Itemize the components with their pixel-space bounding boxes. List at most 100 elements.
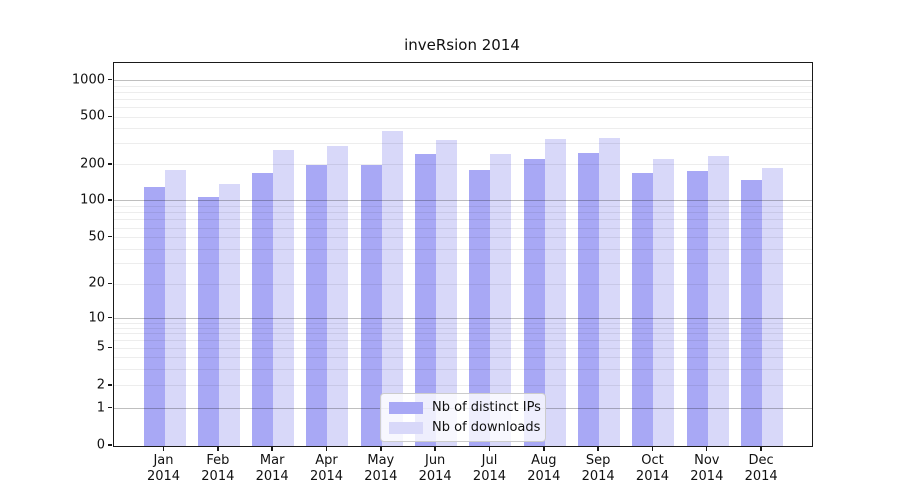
x-tick-label: Sep 2014 <box>581 453 615 484</box>
x-tick-label: Apr 2014 <box>309 453 344 484</box>
x-tick-label: Nov 2014 <box>690 453 724 484</box>
x-tick-label: Oct 2014 <box>635 453 670 484</box>
y-tick-mark <box>108 316 112 319</box>
y-tick-mark <box>108 163 112 165</box>
x-tick-label: Dec 2014 <box>744 453 778 484</box>
x-tick-mark <box>162 446 165 451</box>
gridline-minor <box>114 356 812 358</box>
y-tick-mark <box>108 444 112 446</box>
legend: Nb of distinct IPs Nb of downloads <box>380 393 546 442</box>
bar <box>544 138 566 446</box>
bar <box>686 170 708 446</box>
gridline-minor <box>114 368 812 370</box>
gridline-minor <box>114 143 812 145</box>
legend-swatch <box>389 401 423 414</box>
bar <box>360 165 382 446</box>
bar <box>218 184 240 446</box>
gridline-minor <box>114 227 812 229</box>
gridline-minor <box>114 85 812 87</box>
y-tick-label: 5 <box>96 339 105 355</box>
bar <box>762 168 784 446</box>
x-tick-mark <box>271 446 273 451</box>
bar <box>578 152 600 446</box>
bar <box>490 154 512 446</box>
legend-item: Nb of distinct IPs <box>389 400 541 415</box>
x-tick-label: May 2014 <box>364 453 398 484</box>
bar <box>306 164 328 446</box>
bar <box>143 186 165 446</box>
gridline-minor <box>114 237 812 239</box>
gridline-minor <box>114 128 812 130</box>
y-tick-label: 50 <box>88 229 105 245</box>
gridline-minor <box>114 333 812 335</box>
bar <box>327 145 349 446</box>
y-tick-label: 0 <box>96 437 105 453</box>
bar <box>164 170 186 446</box>
x-tick-mark <box>597 446 599 451</box>
legend-swatch <box>389 421 423 434</box>
x-tick-mark <box>543 446 545 451</box>
gridline-minor <box>114 99 812 101</box>
gridline-minor <box>114 107 812 109</box>
x-tick-mark <box>380 446 382 451</box>
y-tick-mark <box>108 115 112 118</box>
x-tick-label: Jul 2014 <box>472 453 507 484</box>
legend-label: Nb of distinct IPs <box>432 400 541 415</box>
x-tick-label: Mar 2014 <box>255 453 289 484</box>
x-tick-label: Aug 2014 <box>527 453 561 484</box>
gridline-major <box>114 318 812 320</box>
x-tick-mark <box>651 446 654 451</box>
gridline-major <box>114 200 812 202</box>
gridline-minor <box>114 248 812 250</box>
legend-item: Nb of downloads <box>389 420 540 435</box>
x-tick-label: Feb 2014 <box>201 453 235 484</box>
y-tick-mark <box>108 282 112 284</box>
gridline-minor <box>114 263 812 265</box>
y-tick-mark <box>108 346 112 348</box>
bar <box>436 139 458 446</box>
gridline-minor <box>114 91 812 93</box>
bar <box>707 155 729 446</box>
gridline-minor <box>114 340 812 341</box>
gridline-minor <box>114 347 812 349</box>
bar <box>632 172 654 446</box>
x-tick-mark <box>434 446 436 451</box>
gridline-minor <box>114 385 812 387</box>
gridline-minor <box>114 327 812 329</box>
gridline-minor <box>114 212 812 214</box>
x-tick-mark <box>760 446 762 451</box>
gridline-minor <box>114 164 812 166</box>
bar <box>523 159 545 446</box>
y-tick-label: 200 <box>80 156 105 172</box>
bar <box>741 179 763 446</box>
x-tick-mark <box>217 446 219 451</box>
bar <box>469 170 491 446</box>
plot-area: Nb of distinct IPs Nb of downloads <box>113 62 813 447</box>
legend-label: Nb of downloads <box>432 420 541 435</box>
y-tick-label: 500 <box>80 108 105 124</box>
y-tick-label: 20 <box>88 275 105 291</box>
y-tick-mark <box>108 199 112 201</box>
bar <box>252 173 274 446</box>
bar <box>273 150 295 446</box>
y-tick-label: 10 <box>88 310 105 326</box>
bar <box>415 154 437 446</box>
y-tick-mark <box>108 384 112 386</box>
x-tick-mark <box>488 446 491 451</box>
y-tick-mark <box>108 78 112 81</box>
y-tick-label: 1000 <box>71 72 105 88</box>
gridline-minor <box>114 283 812 285</box>
y-tick-label: 2 <box>96 377 105 393</box>
y-tick-mark <box>108 406 112 409</box>
x-tick-mark <box>706 446 708 451</box>
bar <box>653 159 675 446</box>
bar <box>197 197 219 446</box>
bar <box>381 131 403 446</box>
y-tick-label: 100 <box>80 192 105 208</box>
gridline-minor <box>114 206 812 208</box>
gridline-major <box>114 80 812 82</box>
gridline-minor <box>114 116 812 118</box>
x-tick-mark <box>325 446 328 451</box>
y-tick-mark <box>108 235 112 238</box>
